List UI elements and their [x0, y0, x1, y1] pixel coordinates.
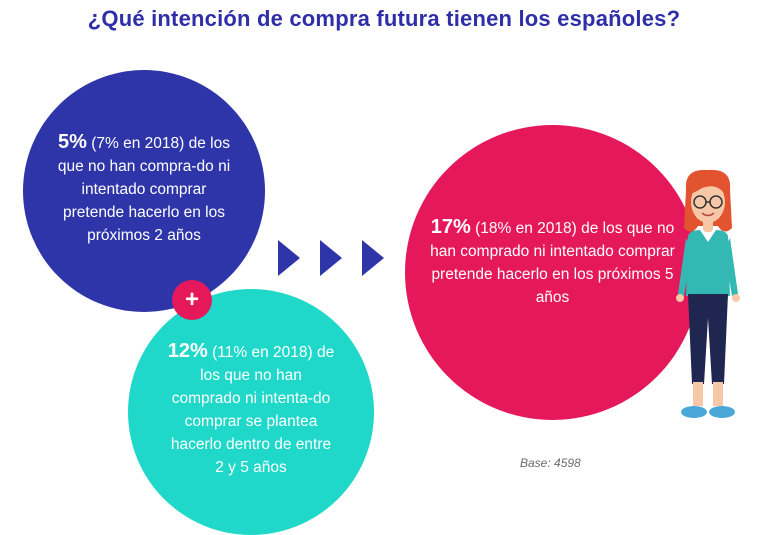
- red-stat-description: (18% en 2018) de los que no han comprado…: [430, 220, 675, 306]
- person-illustration: [676, 169, 740, 418]
- teal-stat-percent: 12%: [167, 339, 208, 362]
- page-title: ¿Qué intención de compra futura tienen l…: [87, 6, 681, 31]
- plus-sign: +: [172, 280, 212, 320]
- teal-stat-text: 12% (11% en 2018) de los que no han comp…: [165, 340, 337, 479]
- base-note: Base: 4598: [520, 456, 581, 470]
- chevron-right-icon: [362, 240, 384, 276]
- blue-stat-percent: 5%: [58, 131, 87, 153]
- red-stat-percent: 17%: [430, 216, 471, 238]
- blue-stat-circle: 5% (7% en 2018) de los que no han compra…: [23, 70, 265, 312]
- blue-stat-description: (7% en 2018) de los que no han compra-do…: [57, 135, 231, 244]
- teal-stat-circle: 12% (11% en 2018) de los que no han comp…: [128, 289, 374, 535]
- blue-stat-text: 5% (7% en 2018) de los que no han compra…: [54, 131, 234, 247]
- chevron-right-icon: [278, 240, 300, 276]
- chevron-arrows: [278, 240, 384, 276]
- red-stat-text: 17% (18% en 2018) de los que no han comp…: [428, 216, 678, 309]
- chevron-right-icon: [320, 240, 342, 276]
- red-stat-circle: 17% (18% en 2018) de los que no han comp…: [405, 125, 700, 420]
- teal-stat-description: (11% en 2018) de los que no han comprado…: [170, 343, 335, 476]
